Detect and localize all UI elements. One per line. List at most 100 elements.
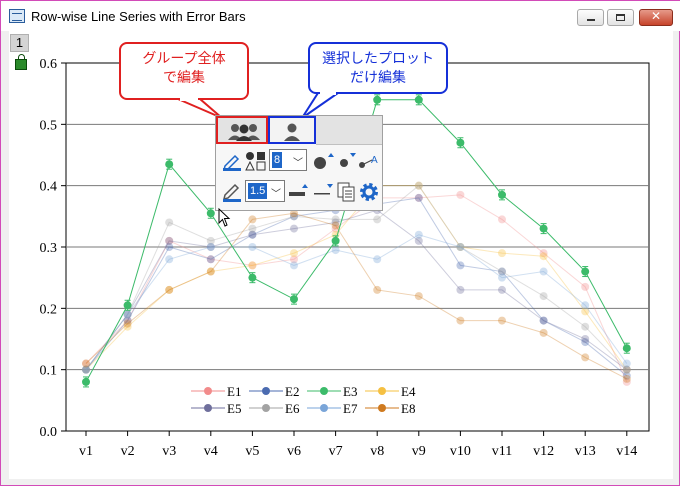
- data-point-E6: [123, 310, 132, 319]
- copy-format-icon[interactable]: [336, 181, 356, 203]
- callout-group-text: グループ全体 で編集: [142, 51, 226, 86]
- graph-page[interactable]: 1 0.0 0.1 0.2 0.3 0.4 0.5 0.6 v1 v2 v3 v4 v5 v6 v7 v8 v…: [9, 31, 673, 479]
- data-point-E8: [248, 215, 257, 224]
- layer-tab-1[interactable]: 1: [10, 34, 29, 52]
- data-point-E8: [539, 328, 548, 337]
- data-point-E1: [290, 255, 298, 264]
- legend-label-E3: E3: [343, 384, 357, 399]
- window-title: Row-wise Line Series with Error Bars: [31, 9, 246, 24]
- data-point-E1: [206, 255, 215, 264]
- callout-single-text: 選択したプロット だけ編集: [322, 51, 434, 86]
- data-point-E2: [498, 267, 506, 276]
- data-point-E7: [123, 310, 132, 319]
- data-point-E5: [290, 224, 298, 233]
- line-width-inc-icon[interactable]: [288, 182, 312, 202]
- data-point-E2: [456, 261, 465, 270]
- data-point-E6: [581, 322, 590, 331]
- legend-marker-E8: [378, 404, 386, 412]
- line-chart[interactable]: 0.0 0.1 0.2 0.3 0.4 0.5 0.6 v1 v2 v3 v4 v5 v6 v7 v8 v9 v…: [9, 31, 673, 479]
- symbol-shape-icon[interactable]: [245, 151, 267, 171]
- legend-marker-E1: [204, 387, 212, 395]
- data-point-E1: [165, 236, 174, 245]
- series-line-E5: [85, 209, 628, 371]
- title-bar[interactable]: Row-wise Line Series with Error Bars ✕: [1, 1, 681, 31]
- data-point-E4: [498, 249, 506, 258]
- x-tick-label: v4: [204, 444, 218, 459]
- data-point-E7: [622, 359, 631, 368]
- line-width-dropdown[interactable]: 1.5 ﹀: [245, 180, 285, 202]
- data-point-E4: [290, 249, 298, 258]
- data-point-E3: [581, 267, 590, 276]
- minimize-icon: [587, 19, 595, 21]
- data-point-E2: [248, 230, 257, 239]
- data-point-E8: [414, 292, 423, 301]
- data-point-E3: [373, 95, 382, 104]
- data-point-E1: [498, 215, 506, 224]
- data-point-E3: [414, 95, 423, 104]
- close-button[interactable]: ✕: [639, 9, 673, 26]
- tab-edit-group[interactable]: [216, 116, 268, 144]
- line-color-icon[interactable]: [222, 181, 242, 203]
- data-point-E1: [414, 193, 423, 202]
- minimize-button[interactable]: [577, 9, 604, 26]
- maximize-button[interactable]: [607, 9, 634, 26]
- x-tick-label: v12: [533, 444, 554, 459]
- connect-icon[interactable]: A: [358, 151, 380, 171]
- data-point-E7: [456, 243, 465, 251]
- layer-lock-icon[interactable]: [15, 54, 27, 70]
- data-point-E1: [331, 224, 340, 233]
- series-line-E8: [85, 212, 628, 380]
- y-tick-label: 0.3: [40, 241, 58, 256]
- toolbar-row-line: 1.5 ﹀: [216, 177, 382, 207]
- x-tick-label: v11: [492, 444, 512, 459]
- symbol-size-icon[interactable]: [312, 151, 334, 171]
- data-point-E6: [373, 215, 382, 224]
- tab-edit-single[interactable]: [268, 116, 316, 144]
- settings-gear-icon[interactable]: [358, 181, 380, 203]
- data-point-E7: [331, 246, 340, 255]
- data-point-E4: [123, 322, 132, 331]
- data-point-E8: [622, 374, 631, 383]
- legend-label-E5: E5: [227, 401, 241, 416]
- x-tick-label: v8: [370, 444, 384, 459]
- graph-window-icon[interactable]: [9, 9, 25, 23]
- data-point-E8: [82, 359, 90, 368]
- data-point-E3: [165, 160, 174, 169]
- y-tick-label: 0.5: [40, 118, 58, 133]
- symbol-gap-icon[interactable]: [336, 151, 356, 171]
- line-width-dec-icon[interactable]: [313, 182, 337, 202]
- data-point-E5: [539, 316, 548, 325]
- data-point-E6: [165, 218, 174, 227]
- data-point-E6: [498, 267, 506, 276]
- data-point-E7: [165, 255, 174, 264]
- data-point-E3: [456, 138, 465, 147]
- data-point-E5: [248, 230, 257, 239]
- data-point-E6: [622, 365, 631, 374]
- pencil-edit-icon[interactable]: [222, 151, 242, 171]
- x-tick-label: v13: [575, 444, 596, 459]
- data-point-E4: [206, 267, 215, 276]
- data-point-E5: [165, 236, 174, 245]
- data-point-E7: [581, 301, 590, 310]
- legend-label-E8: E8: [401, 401, 415, 416]
- y-tick-label: 0.2: [40, 302, 58, 317]
- data-point-E1: [248, 261, 257, 270]
- data-point-E2: [165, 243, 174, 251]
- x-tick-label: v5: [245, 444, 259, 459]
- symbol-size-dropdown[interactable]: 8 ﹀: [269, 149, 307, 171]
- callout-single-edit: 選択したプロット だけ編集: [308, 42, 448, 94]
- data-point-E2: [206, 255, 215, 264]
- x-tick-label: v14: [616, 444, 637, 459]
- data-point-E5: [206, 243, 215, 251]
- y-tick-label: 0.0: [40, 425, 58, 440]
- data-point-E4: [456, 243, 465, 251]
- data-point-E3: [248, 273, 257, 282]
- legend-label-E7: E7: [343, 401, 358, 416]
- data-point-E6: [290, 212, 298, 221]
- data-point-E5: [456, 285, 465, 294]
- data-point-E1: [622, 377, 631, 386]
- data-point-E4: [539, 252, 548, 261]
- data-point-E3: [290, 295, 298, 304]
- data-point-E4: [248, 261, 257, 270]
- data-point-E8: [581, 353, 590, 362]
